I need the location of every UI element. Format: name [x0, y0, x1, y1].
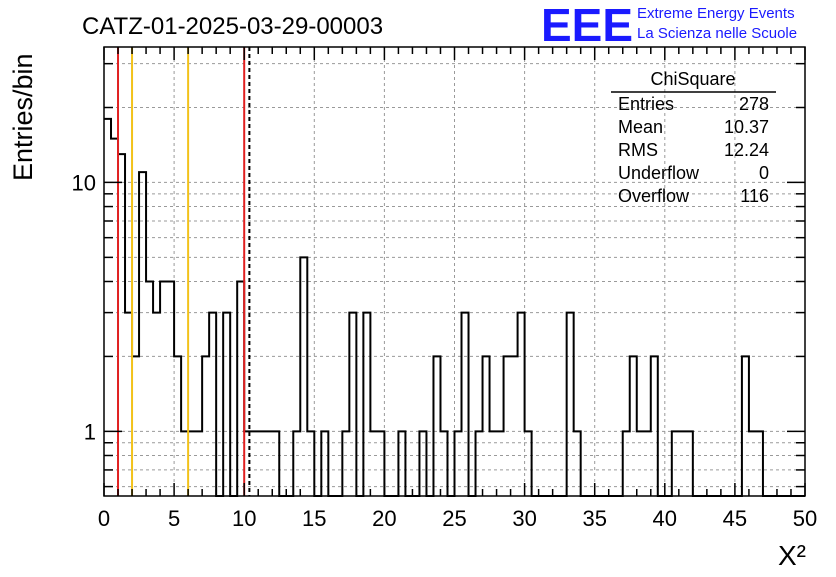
chart-title: CATZ-01-2025-03-29-00003: [82, 13, 383, 40]
histogram-bar: [349, 313, 356, 496]
y-tick-labels: 1 10: [72, 170, 96, 444]
x-tick-label: 5: [168, 506, 180, 531]
histogram-bar: [651, 356, 658, 496]
reference-lines: [117, 47, 251, 496]
x-tick-label: 15: [302, 506, 326, 531]
x-tick-label: 0: [98, 506, 110, 531]
eee-logo: EEE Extreme Energy Events La Scienza nel…: [541, 0, 797, 51]
histogram-bar: [174, 356, 181, 496]
x-tick-label: 20: [372, 506, 396, 531]
histogram-bar: [153, 313, 160, 496]
stats-row-label: RMS: [618, 140, 658, 160]
histogram-bar: [125, 313, 132, 496]
histogram-bar: [363, 313, 370, 496]
x-tick-label: 35: [582, 506, 606, 531]
histogram-bar: [742, 356, 749, 496]
stats-rows: Entries 278 Mean 10.37 RMS 12.24 Underflow 0 Ove…: [618, 94, 769, 206]
x-tick-label: 30: [512, 506, 536, 531]
histogram-bar: [483, 356, 490, 496]
histogram-bar: [209, 313, 216, 496]
histogram-bar: [300, 257, 307, 496]
histogram-bar: [462, 313, 469, 496]
x-tick-label: 10: [232, 506, 256, 531]
histogram-bar: [167, 281, 174, 496]
x-tick-label: 25: [442, 506, 466, 531]
y-axis-label: Entries/bin: [8, 53, 38, 181]
histogram-bar: [146, 281, 153, 496]
x-tick-label: 50: [793, 506, 817, 531]
histogram-bar: [504, 356, 511, 496]
logo-mark: EEE: [541, 0, 633, 51]
stats-row-label: Overflow: [618, 186, 690, 206]
y-tick-label: 10: [72, 170, 96, 195]
histogram-bar: [118, 154, 125, 496]
histogram-bar: [104, 119, 111, 496]
x-tick-label: 40: [653, 506, 677, 531]
stats-title: ChiSquare: [650, 69, 735, 89]
stats-row-value: 0: [759, 163, 769, 183]
stats-row-value: 12.24: [724, 140, 769, 160]
x-axis-label: X²: [778, 540, 806, 571]
histogram-bar: [630, 356, 637, 496]
y-tick-label: 1: [84, 419, 96, 444]
histogram-bar: [202, 356, 209, 496]
histogram-bar: [511, 356, 518, 496]
histogram-bar: [518, 313, 525, 496]
axis-ticks: [103, 47, 806, 496]
stats-row-value: 278: [739, 94, 769, 114]
histogram-bar: [132, 356, 139, 496]
histogram-bar: [237, 281, 244, 496]
logo-line1: Extreme Energy Events: [637, 5, 795, 22]
histogram-bar: [433, 356, 440, 496]
stats-row-value: 10.37: [724, 117, 769, 137]
stats-row-label: Underflow: [618, 163, 700, 183]
stats-box: ChiSquare Entries 278 Mean 10.37 RMS 12.24 Und…: [611, 69, 776, 206]
stats-row-label: Mean: [618, 117, 663, 137]
histogram-bar: [160, 281, 167, 496]
grid: [104, 47, 805, 496]
stats-row-label: Entries: [618, 94, 674, 114]
stats-row-value: 116: [740, 186, 769, 206]
x-tick-label: 45: [723, 506, 747, 531]
histogram-bar: [223, 313, 230, 496]
histogram-bar: [567, 313, 574, 496]
x-tick-labels: 0 5 10 15 20 25 30 35 40 45 50: [98, 506, 817, 531]
logo-line2: La Scienza nelle Scuole: [637, 25, 797, 42]
